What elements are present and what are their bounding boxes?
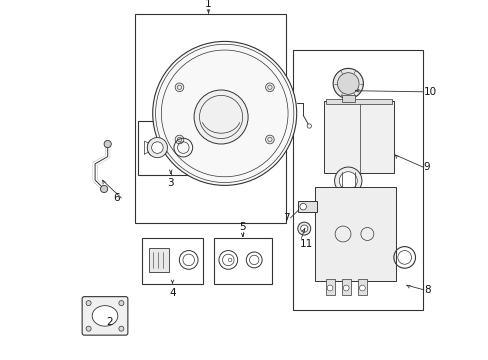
Circle shape <box>332 68 363 99</box>
Circle shape <box>104 140 111 148</box>
Bar <box>357 279 366 295</box>
Circle shape <box>151 142 163 153</box>
Circle shape <box>334 167 361 194</box>
Bar <box>142 238 203 284</box>
Text: 9: 9 <box>423 162 429 172</box>
Circle shape <box>119 301 123 306</box>
Bar <box>149 248 168 272</box>
Circle shape <box>147 138 167 158</box>
Bar <box>325 99 391 104</box>
Bar <box>314 187 395 281</box>
Bar <box>341 279 350 295</box>
Circle shape <box>337 73 358 94</box>
Bar <box>138 121 203 175</box>
FancyBboxPatch shape <box>82 297 127 335</box>
Circle shape <box>326 285 332 291</box>
Text: 10: 10 <box>423 87 436 97</box>
Circle shape <box>299 203 306 210</box>
Circle shape <box>265 135 274 144</box>
Circle shape <box>306 124 311 128</box>
Text: 4: 4 <box>169 288 176 298</box>
Ellipse shape <box>92 306 118 326</box>
Circle shape <box>152 41 296 185</box>
Text: 3: 3 <box>167 178 174 188</box>
Text: 11: 11 <box>300 239 313 249</box>
Circle shape <box>339 172 357 190</box>
Circle shape <box>359 285 365 291</box>
Text: 1: 1 <box>205 0 211 9</box>
Bar <box>325 279 334 295</box>
Text: 6: 6 <box>113 193 120 203</box>
Bar <box>341 95 354 102</box>
Text: 7: 7 <box>282 213 289 223</box>
Circle shape <box>300 225 307 232</box>
Circle shape <box>119 326 123 331</box>
Bar <box>213 238 271 284</box>
Circle shape <box>297 222 310 235</box>
Bar <box>297 201 316 212</box>
Text: 8: 8 <box>423 285 429 295</box>
Bar <box>323 101 393 173</box>
Text: 5: 5 <box>239 222 245 232</box>
Circle shape <box>86 301 91 306</box>
Text: 2: 2 <box>106 317 113 327</box>
Circle shape <box>343 285 348 291</box>
Circle shape <box>265 83 274 91</box>
Circle shape <box>175 135 183 144</box>
Circle shape <box>101 185 107 193</box>
Bar <box>134 14 285 223</box>
Circle shape <box>86 326 91 331</box>
Bar <box>292 50 422 310</box>
Circle shape <box>194 90 247 144</box>
Circle shape <box>175 83 183 91</box>
